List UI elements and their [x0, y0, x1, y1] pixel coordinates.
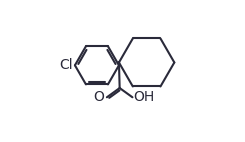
Text: OH: OH	[134, 90, 155, 104]
Text: O: O	[93, 90, 104, 104]
Text: Cl: Cl	[59, 58, 73, 72]
